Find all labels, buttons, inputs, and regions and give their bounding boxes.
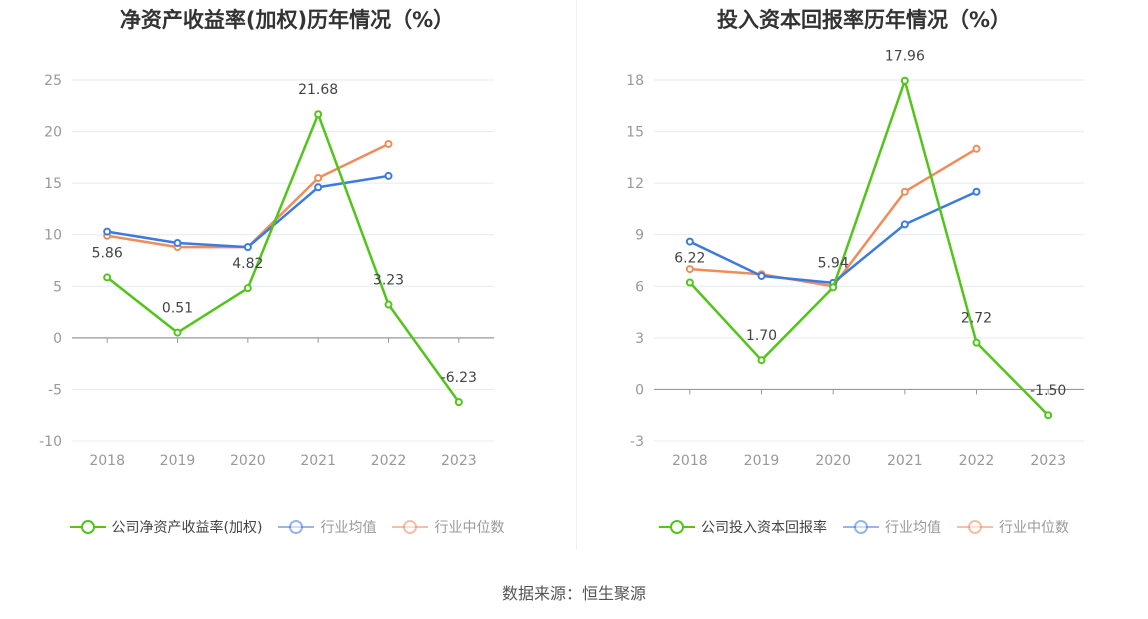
series-line [106,112,460,403]
legend-label: 行业中位数 [999,520,1069,536]
legend-symbol-icon [843,519,879,535]
data-label: 2.72 [961,311,992,327]
data-point [314,173,323,182]
data-point [685,237,694,246]
data-point [685,265,694,274]
data-label: 21.68 [298,82,338,98]
legend-symbol-icon [392,519,429,535]
x-tick-label: 2021 [300,453,336,469]
series-line [688,79,1050,417]
data-point [103,273,112,282]
data-point [685,278,694,287]
y-tick-label: 20 [44,125,62,141]
y-tick-label: 18 [626,73,644,89]
x-tick-label: 2018 [89,453,125,469]
data-label: 3.23 [373,273,404,289]
y-tick-label: 6 [635,279,644,295]
data-point [173,328,182,337]
chart-title: 投入资本回报率历年情况（%） [716,8,1012,32]
chart-legend: 公司净资产收益率(加权) 行业均值 行业中位数 [0,517,574,537]
y-tick-label: 15 [44,176,62,192]
data-label: 4.82 [232,256,263,272]
data-point [900,220,909,229]
x-tick-label: 2021 [887,453,923,469]
legend-item[interactable]: 公司净资产收益率(加权) [69,517,263,537]
data-point [243,243,252,252]
data-point [243,284,252,293]
y-tick-label: 12 [626,176,644,192]
data-source-note: 数据来源：恒生聚源 [501,584,646,603]
legend-symbol-icon [659,519,695,535]
x-tick-label: 2023 [441,453,477,469]
legend-label: 行业均值 [885,520,941,536]
data-point [314,183,323,192]
y-tick-label: -3 [630,434,644,450]
data-point [103,227,112,236]
data-point [972,338,981,347]
series-line [106,142,390,249]
roic-chart-plot: 18 15 12 9 6 3 0 -3 2018 2019 2020 2021 2022 2023 6.22… [626,49,1084,469]
data-label: -6.23 [441,370,477,386]
y-tick-label: -10 [39,434,62,450]
legend-item[interactable]: 行业中位数 [957,517,1069,537]
legend-item[interactable]: 行业中位数 [392,517,504,537]
x-tick-label: 2023 [1030,453,1066,469]
data-label: 5.86 [92,245,123,261]
roic-chart-panel: 投入资本回报率历年情况（%） 18 15 12 9 6 3 0 -3 2018 2019 2020 2… [577,0,1148,560]
legend-item[interactable]: 公司投入资本回报率 [659,517,827,537]
roe-chart-panel: 净资产收益率(加权)历年情况（%） 25 20 15 10 5 0 -5 -10 2018 201… [0,0,574,560]
legend-label: 行业均值 [320,520,377,536]
series-line [106,174,389,249]
data-point [384,300,393,309]
y-tick-label: 0 [635,382,644,398]
legend-label: 公司投入资本回报率 [701,520,827,536]
chart-legend: 公司投入资本回报率 行业均值 行业中位数 [577,517,1148,537]
data-point [384,171,393,180]
legend-item[interactable]: 行业均值 [843,517,941,537]
data-point [454,398,463,407]
y-tick-label: -5 [48,382,62,398]
data-point [972,144,981,153]
y-tick-label: 0 [53,331,62,347]
y-tick-label: 9 [635,228,644,244]
chart-title: 净资产收益率(加权)历年情况（%） [119,8,455,32]
data-point [314,110,323,119]
data-label: 6.22 [674,251,705,267]
x-tick-label: 2020 [230,453,266,469]
legend-item[interactable]: 行业均值 [278,517,376,537]
legend-label: 公司净资产收益率(加权) [111,520,263,536]
data-label: -1.50 [1030,383,1066,399]
data-point [972,187,981,196]
legend-symbol-icon [69,519,106,535]
x-tick-label: 2019 [744,453,780,469]
legend-symbol-icon [278,519,315,535]
x-tick-label: 2019 [160,453,196,469]
data-label: 1.70 [746,328,777,344]
data-label: 17.96 [885,49,925,65]
data-label: 0.51 [162,301,193,317]
data-point [829,283,838,292]
x-tick-label: 2022 [371,453,407,469]
data-point [757,356,766,365]
data-point [900,187,909,196]
y-tick-label: 15 [626,125,644,141]
data-point [384,139,393,148]
data-point [1044,411,1053,420]
roe-chart-plot: 25 20 15 10 5 0 -5 -10 2018 2019 2020 2021 2022 2023 5… [39,73,494,469]
x-tick-label: 2018 [672,453,708,469]
x-tick-label: 2022 [959,453,995,469]
data-point [757,271,766,280]
legend-symbol-icon [957,519,993,535]
data-point [900,76,909,85]
y-tick-label: 10 [44,228,62,244]
y-tick-label: 5 [53,279,62,295]
data-label: 5.94 [818,255,849,271]
data-point [173,238,182,247]
y-tick-label: 3 [635,331,644,347]
panel-divider [576,0,577,550]
legend-label: 行业中位数 [434,520,505,536]
y-tick-label: 25 [44,73,62,89]
x-tick-label: 2020 [815,453,851,469]
